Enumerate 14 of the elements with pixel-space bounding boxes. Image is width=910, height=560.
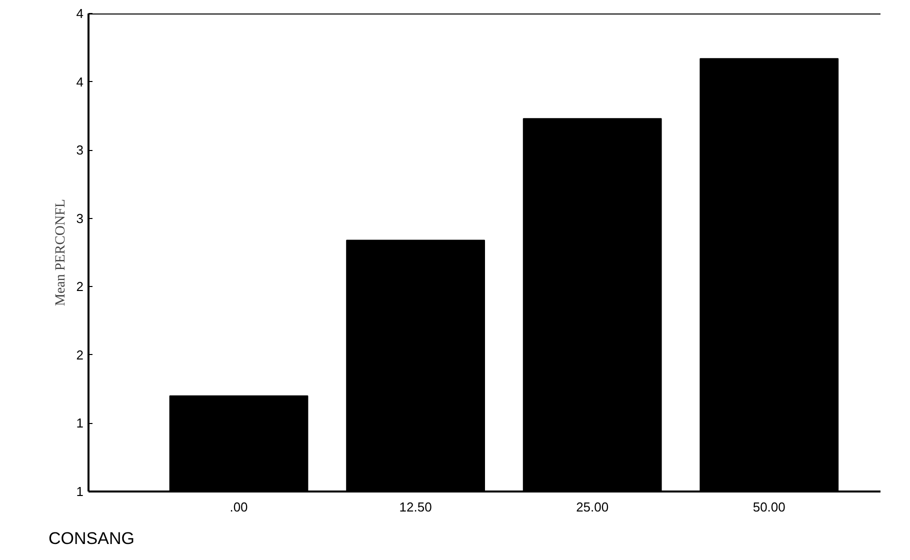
x-tick-label: 25.00 <box>576 500 609 514</box>
x-tick-label: 12.50 <box>399 500 432 514</box>
y-tick-label: 2 <box>76 279 84 294</box>
y-axis-title: Mean PERCONFL <box>53 199 68 306</box>
x-tick-label: 50.00 <box>752 500 786 514</box>
y-tick-label: 2 <box>76 347 84 362</box>
y-tick-label: 1 <box>76 484 84 499</box>
y-tick-label: 4 <box>76 6 84 21</box>
x-tick-label: .00 <box>230 500 248 514</box>
x-axis-title: CONSANG <box>48 529 134 548</box>
y-tick-label: 3 <box>76 210 84 226</box>
y-tick-label: 1 <box>76 416 84 431</box>
y-tick-label: 3 <box>76 142 84 158</box>
y-tick-label: 4 <box>76 74 84 90</box>
